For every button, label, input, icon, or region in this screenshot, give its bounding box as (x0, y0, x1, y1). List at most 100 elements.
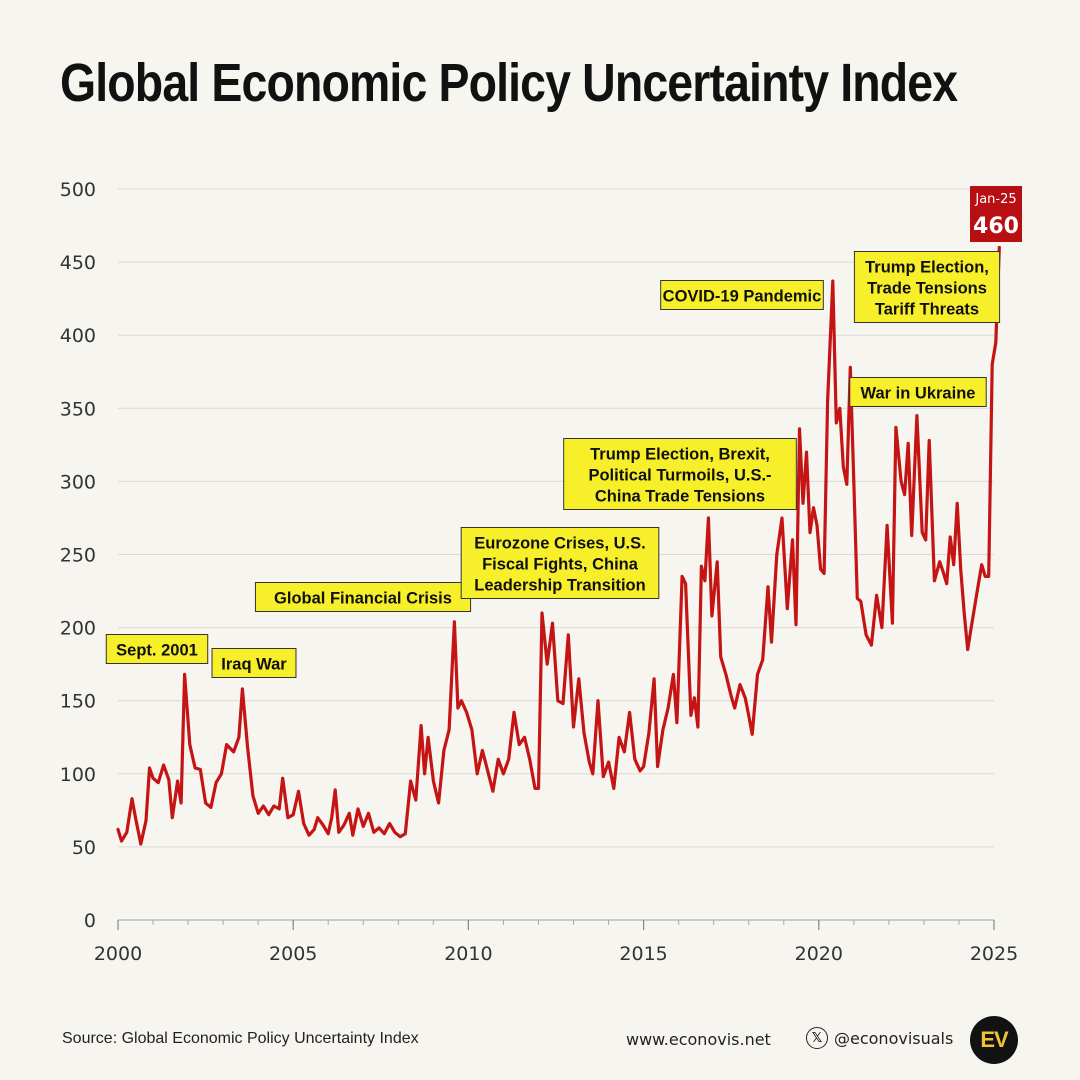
last-value-badge: Jan-25 460 (970, 186, 1022, 242)
data-point-2 (125, 831, 128, 834)
data-point-176 (938, 560, 941, 563)
y-tick-label-0: 0 (84, 910, 96, 932)
data-point-155 (845, 483, 848, 486)
data-point-133 (756, 673, 759, 676)
data-point-192 (998, 246, 1001, 249)
data-point-162 (875, 594, 878, 597)
y-tick-label-500: 500 (60, 179, 96, 201)
data-point-58 (398, 835, 402, 838)
data-point-135 (766, 585, 770, 588)
data-point-80 (507, 758, 510, 761)
source-note: Source: Global Economic Policy Uncertain… (62, 1030, 419, 1047)
data-point-69 (453, 620, 456, 623)
data-point-153 (838, 407, 841, 410)
annotation-text-5-2: Political Turmoils, U.S.- (588, 467, 771, 485)
annotation-box-8 (853, 251, 1001, 323)
data-point-77 (491, 790, 495, 793)
data-point-29 (257, 812, 260, 815)
annotation-box-5 (563, 438, 797, 510)
annotation-6: COVID-19 Pandemic (660, 280, 824, 310)
data-point-117 (689, 714, 693, 717)
data-point-82 (518, 743, 521, 746)
data-point-56 (388, 822, 391, 825)
data-point-123 (710, 614, 714, 618)
annotation-text-8-2: Trade Tensions (867, 280, 987, 298)
data-point-54 (377, 826, 381, 830)
data-point-184 (966, 648, 969, 651)
data-point-43 (327, 832, 330, 835)
data-point-89 (551, 622, 554, 625)
data-point-71 (460, 699, 463, 702)
data-point-3 (130, 797, 134, 800)
data-point-76 (486, 769, 489, 773)
data-point-17 (193, 766, 197, 770)
data-point-50 (356, 807, 360, 811)
data-point-55 (383, 832, 386, 835)
x-tick-label-2015: 2015 (619, 943, 667, 965)
data-point-99 (602, 775, 605, 778)
data-point-16 (188, 743, 191, 746)
data-point-65 (432, 779, 435, 783)
data-point-175 (933, 579, 936, 582)
data-point-179 (949, 535, 952, 539)
data-point-102 (617, 736, 621, 739)
data-point-111 (661, 728, 665, 732)
data-point-72 (465, 711, 468, 714)
y-tick-label-350: 350 (60, 398, 96, 420)
data-point-181 (956, 502, 959, 505)
annotation-text-4-1: Eurozone Crises, U.S. (474, 535, 645, 553)
data-point-129 (738, 683, 742, 686)
data-point-15 (183, 673, 186, 676)
data-point-170 (910, 534, 913, 537)
data-point-180 (952, 563, 955, 566)
data-point-66 (437, 801, 440, 805)
last-value-badge-bg (970, 186, 1022, 242)
annotation-text-1-1: Sept. 2001 (116, 642, 198, 660)
data-point-124 (716, 560, 719, 563)
data-point-166 (894, 426, 898, 429)
data-point-125 (719, 655, 722, 658)
website-link[interactable]: www.econovis.net (626, 1030, 771, 1049)
data-point-84 (528, 758, 531, 761)
data-point-105 (633, 758, 636, 761)
data-point-178 (945, 582, 948, 585)
data-point-141 (794, 623, 798, 626)
chart-title: Global Economic Policy Uncertainty Index (60, 53, 958, 113)
data-point-188 (984, 575, 987, 578)
annotation-5: Trump Election, Brexit, Political Turmoil… (563, 438, 797, 510)
data-point-28 (251, 794, 255, 797)
data-point-46 (337, 831, 340, 834)
data-point-7 (148, 766, 151, 770)
data-point-116 (684, 582, 687, 585)
brand-logo: EV (970, 1016, 1018, 1064)
data-point-5 (139, 842, 142, 846)
annotation-box-4 (460, 527, 660, 599)
data-point-40 (313, 828, 316, 831)
data-point-0 (116, 828, 120, 831)
data-point-67 (442, 749, 446, 752)
annotation-text-7-1: War in Ukraine (861, 385, 976, 403)
data-point-139 (786, 607, 789, 610)
data-point-13 (176, 779, 179, 783)
data-point-132 (751, 733, 754, 736)
data-point-177 (942, 570, 945, 574)
data-point-90 (556, 699, 559, 702)
data-point-145 (808, 531, 812, 534)
data-point-103 (623, 750, 626, 754)
data-point-172 (921, 531, 924, 534)
data-point-31 (267, 813, 270, 816)
data-point-182 (959, 567, 962, 571)
data-point-52 (367, 812, 370, 815)
annotation-box-6 (660, 280, 824, 310)
annotation-8: Trump Election, Trade Tensions Tariff Thre… (853, 251, 1001, 323)
data-point-1 (120, 839, 123, 843)
data-point-164 (885, 524, 889, 527)
social-handle[interactable]: 𝕏 @econovisuals (806, 1027, 953, 1049)
data-point-68 (447, 728, 451, 732)
annotation-3: Global Financial Crisis (254, 582, 472, 612)
data-point-94 (577, 677, 580, 680)
data-point-146 (812, 506, 815, 509)
data-point-59 (404, 832, 407, 835)
data-point-163 (880, 626, 884, 629)
data-point-10 (162, 763, 165, 767)
